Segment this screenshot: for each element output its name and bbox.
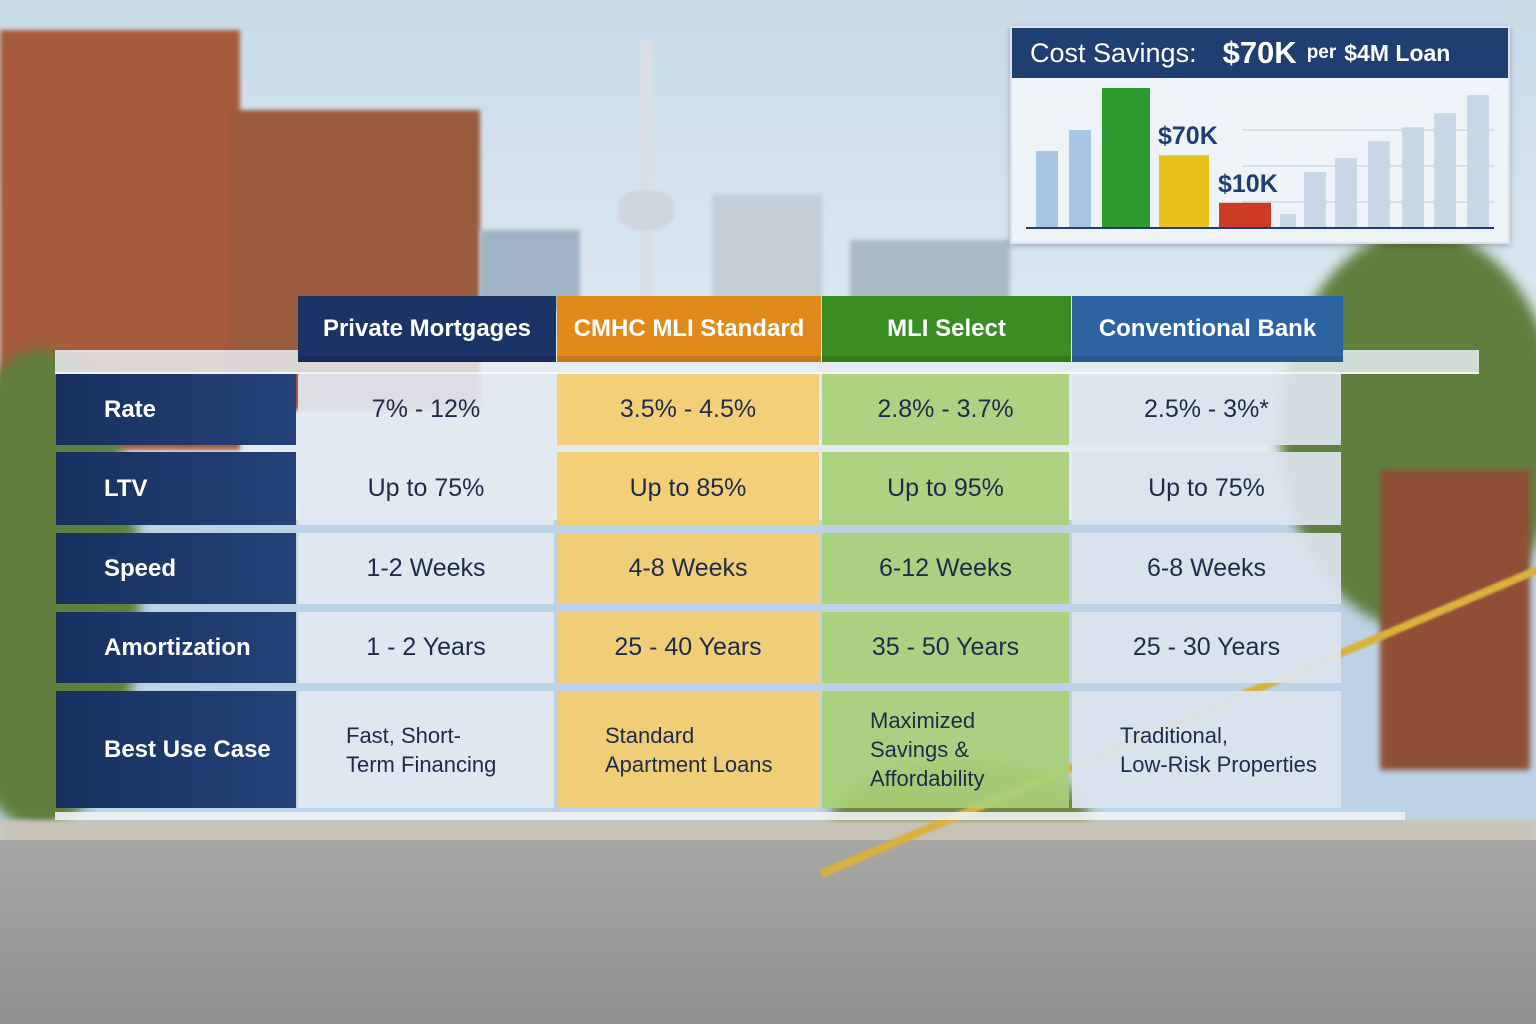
savings-bar (1434, 113, 1456, 228)
skyscraper (712, 195, 822, 315)
column-header-private-mortgages: Private Mortgages (298, 296, 556, 362)
table-cell: Fast, Short- Term Financing (298, 691, 554, 808)
savings-bar (1036, 151, 1058, 228)
savings-bar (1219, 202, 1271, 228)
savings-bar (1304, 172, 1326, 228)
row-label: Amortization (56, 612, 296, 683)
table-cell: 1 - 2 Years (298, 612, 554, 683)
cost-savings-amount: $70K (1222, 35, 1297, 70)
table-cell: 7% - 12% (298, 374, 554, 445)
row-label: Speed (56, 533, 296, 604)
table-cell: 3.5% - 4.5% (557, 374, 819, 445)
table-cell: Up to 75% (298, 452, 554, 525)
table-bottom-strip (55, 812, 1405, 820)
savings-bar (1402, 127, 1424, 228)
cost-savings-loan: $4M Loan (1344, 39, 1451, 66)
cost-savings-panel: Cost Savings: $70K per $4M Loan $70K $10K (1010, 26, 1510, 244)
table-cell: 35 - 50 Years (822, 612, 1069, 683)
savings-bar (1467, 95, 1489, 228)
data-label: $10K (1218, 170, 1278, 198)
table-cell: Maximized Savings & Affordability (822, 691, 1069, 808)
right-brick-building (1380, 470, 1530, 770)
data-label: $70K (1158, 122, 1218, 150)
column-header-mli-select: MLI Select (822, 296, 1071, 362)
cost-savings-header: Cost Savings: $70K per $4M Loan (1012, 28, 1508, 78)
savings-bar (1069, 130, 1091, 228)
table-cell: 2.5% - 3%* (1072, 374, 1341, 445)
column-header-cmhc-mli-standard: CMHC MLI Standard (557, 296, 821, 362)
table-cell: Traditional, Low-Risk Properties (1072, 691, 1341, 808)
table-cell: Up to 85% (557, 452, 819, 525)
column-header-conventional-bank: Conventional Bank (1072, 296, 1343, 362)
savings-bar (1335, 158, 1357, 228)
table-cell: 2.8% - 3.7% (822, 374, 1069, 445)
row-label: Best Use Case (56, 691, 296, 808)
cost-savings-per: per (1306, 42, 1337, 63)
table-cell: 6-12 Weeks (822, 533, 1069, 604)
table-cell: 1-2 Weeks (298, 533, 554, 604)
savings-bar (1159, 155, 1209, 228)
table-cell: 25 - 30 Years (1072, 612, 1341, 683)
table-cell: Up to 95% (822, 452, 1069, 525)
row-label: LTV (56, 452, 296, 525)
row-label: Rate (56, 374, 296, 445)
cost-savings-title: Cost Savings: (1030, 37, 1197, 68)
table-cell: 6-8 Weeks (1072, 533, 1341, 604)
savings-bar (1280, 214, 1296, 228)
cn-tower (640, 40, 652, 300)
road (0, 840, 1536, 1024)
savings-bar (1102, 88, 1150, 228)
savings-bar-chart: $70K$10K (1026, 88, 1494, 229)
table-cell: 4-8 Weeks (557, 533, 819, 604)
savings-bar (1368, 141, 1390, 228)
table-cell: Standard Apartment Loans (557, 691, 819, 808)
cn-tower-pod (618, 190, 674, 230)
table-cell: 25 - 40 Years (557, 612, 819, 683)
table-cell: Up to 75% (1072, 452, 1341, 525)
